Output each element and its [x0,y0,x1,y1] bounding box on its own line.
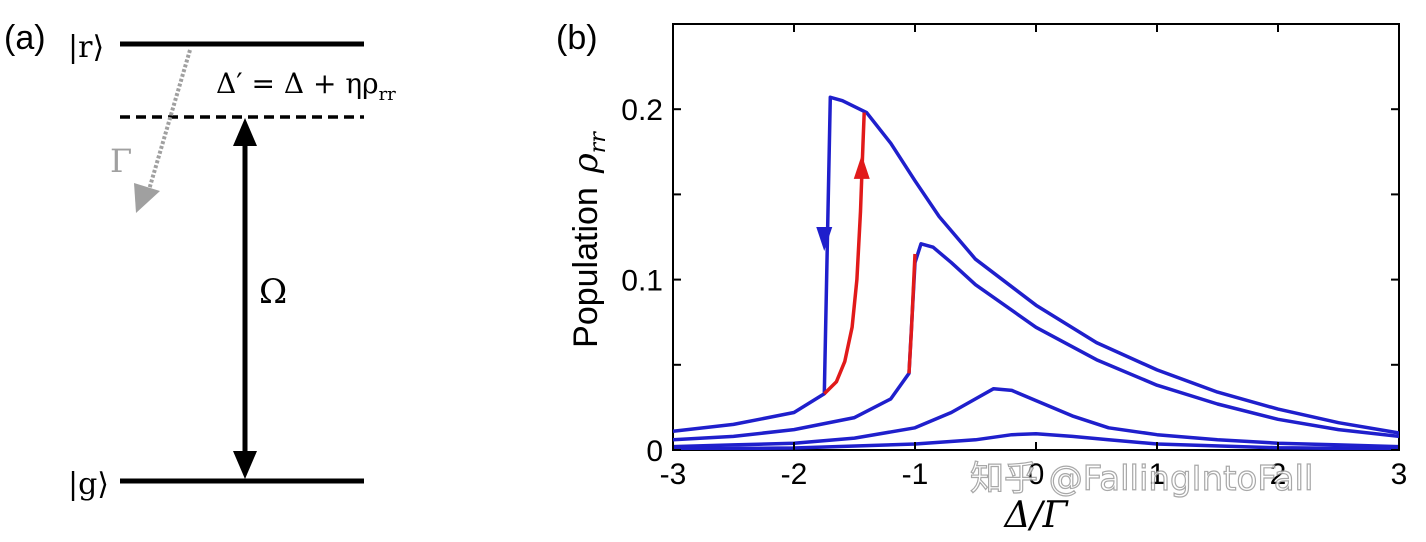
hysteresis-branch-2 [907,253,917,374]
decay-arrow-line [144,49,192,201]
hysteresis-branch-1 [823,112,866,396]
series-line-3 [673,386,1399,449]
series-line-4 [673,432,1399,450]
series-line-1 [673,95,1399,435]
panel-a: (a) |r⟩ Δ′ = Δ + ηρrr |g⟩ Γ Ω [4,19,396,502]
y-tick-label: 0.1 [621,265,663,298]
x-axis-label: Δ/Γ [1002,495,1069,536]
axes-frame [672,23,1400,451]
decay-arrowhead-icon [134,183,160,213]
x-tick-label: 2 [1270,458,1287,491]
watermark-text: 知乎 @FallingIntoFall [970,459,1313,499]
x-tick-label: 3 [1391,458,1408,491]
rabi-arrowhead-up-icon [233,118,257,146]
series-line-2 [673,242,1399,442]
x-tick-label: -3 [660,458,687,491]
x-tick-label: 1 [1149,458,1166,491]
chart-plot-area [672,23,1400,451]
x-tick-label: -1 [902,458,929,491]
y-tick-label: 0 [646,435,663,468]
level-r-label: |r⟩ [68,30,104,65]
panel-a-label: (a) [4,19,46,57]
hysteresis-arrow-down-icon [816,227,833,251]
rabi-label: Ω [259,272,287,312]
panel-b: (b) -3 -2 -1 0 1 2 300.10.2 Populationρrr Δ/Γ … [556,19,1407,536]
x-tick-label: -2 [781,458,808,491]
rabi-arrowhead-down-icon [233,451,257,479]
panel-b-label: (b) [556,19,598,57]
series-group [673,95,1399,450]
detuning-label: Δ′ = Δ + ηρrr [216,67,396,105]
decay-label: Γ [110,142,132,180]
hysteresis-arrow-up-icon [853,154,870,179]
y-axis-label: Populationρrr [566,131,611,348]
chart-ticks: -3 -2 -1 0 1 2 3 0 0.1 0.2 [621,23,1408,491]
level-g-label: |g⟩ [68,467,109,502]
y-tick-label: 0.2 [621,94,663,127]
x-tick-label: 0 [1028,458,1045,491]
